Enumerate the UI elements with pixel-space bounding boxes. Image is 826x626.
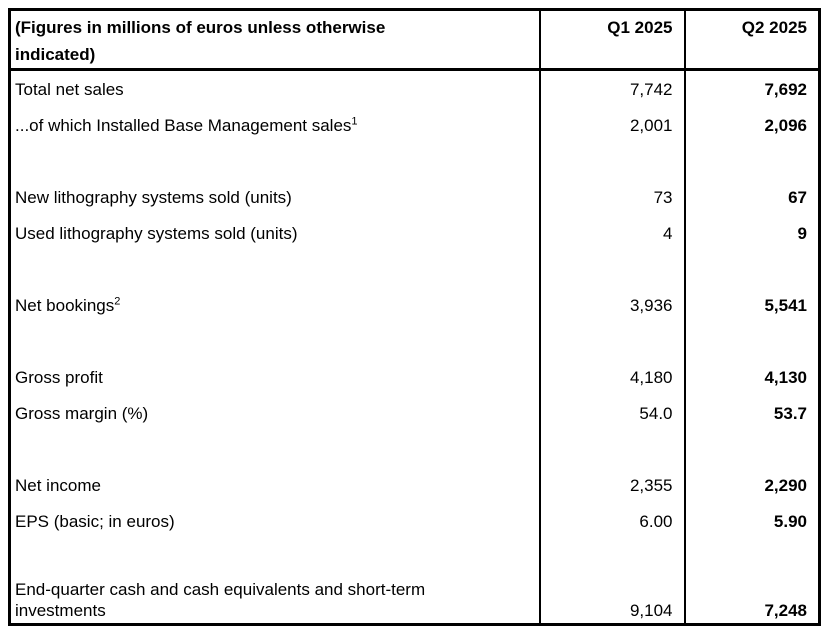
table-row-gross-margin: Gross margin (%) 54.0 53.7 [10, 395, 820, 431]
table-row-net-bookings: Net bookings2 3,936 5,541 [10, 287, 820, 323]
spacer-row [10, 323, 820, 359]
table-row-installed-base-management-sales: ...of which Installed Base Management sa… [10, 107, 820, 143]
spacer-row [10, 539, 820, 575]
q1-value: 4,180 [538, 359, 685, 395]
q1-value: 4 [538, 215, 685, 251]
row-label [10, 431, 540, 467]
q2-value [683, 251, 820, 287]
q1-value: 3,936 [538, 287, 685, 323]
q1-value: 6.00 [538, 503, 685, 539]
q2-value: 5,541 [683, 287, 820, 323]
q2-value [683, 323, 820, 359]
q2-value: 5.90 [683, 503, 820, 539]
table-row-eps: EPS (basic; in euros) 6.00 5.90 [10, 503, 820, 539]
row-label: ...of which Installed Base Management sa… [10, 107, 540, 143]
header-figures-note: (Figures in millions of euros unless oth… [9, 9, 540, 71]
spacer-row [10, 251, 820, 287]
q2-value: 2,290 [683, 467, 820, 503]
q2-value: 67 [683, 179, 820, 215]
row-label: New lithography systems sold (units) [15, 187, 292, 207]
spacer-row [10, 143, 820, 179]
table-body: Total net sales 7,742 7,692 ...of which … [10, 69, 820, 625]
q1-value: 73 [538, 179, 685, 215]
row-label: Used lithography systems sold (units) [15, 223, 298, 243]
q2-value: 2,096 [683, 107, 820, 143]
row-label-line2: investments [15, 601, 106, 620]
row-label: Total net sales [15, 79, 124, 99]
q1-value: 2,001 [538, 107, 685, 143]
row-label [10, 251, 540, 287]
q2-value: 4,130 [683, 359, 820, 395]
q2-value [683, 143, 820, 179]
row-label-text: Net bookings [15, 295, 115, 315]
table-row-gross-profit: Gross profit 4,180 4,130 [10, 359, 820, 395]
column-header-q2-2025: Q2 2025 [683, 9, 820, 71]
q1-value: 2,355 [538, 467, 685, 503]
q1-value [538, 431, 685, 467]
table-header: (Figures in millions of euros unless oth… [9, 9, 820, 71]
row-label: Gross profit [15, 367, 103, 387]
row-label: End-quarter cash and cash equivalents an… [10, 575, 540, 625]
row-label-text: ...of which Installed Base Management sa… [15, 115, 352, 135]
q2-value: 53.7 [683, 395, 820, 431]
header-figures-note-line1: (Figures in millions of euros unless oth… [15, 18, 386, 37]
q1-value: 7,742 [538, 69, 685, 107]
q1-value [538, 143, 685, 179]
column-header-q1-2025: Q1 2025 [538, 9, 685, 71]
financial-results-table: (Figures in millions of euros unless oth… [8, 8, 821, 626]
header-figures-note-line2: indicated) [15, 45, 96, 64]
q1-value: 54.0 [538, 395, 685, 431]
table-row-total-net-sales: Total net sales 7,742 7,692 [10, 69, 820, 107]
footnote-marker: 1 [351, 114, 358, 127]
row-label: Net bookings2 [10, 287, 540, 323]
q1-value [538, 539, 685, 575]
q2-value [683, 431, 820, 467]
q2-value: 7,248 [683, 575, 820, 625]
q2-value: 9 [683, 215, 820, 251]
table-row-new-lithography-systems: New lithography systems sold (units) 73 … [10, 179, 820, 215]
row-label [10, 143, 540, 179]
q2-value: 7,692 [683, 69, 820, 107]
row-label: Gross margin (%) [15, 403, 149, 423]
row-label: Net income [15, 475, 101, 495]
q1-value: 9,104 [538, 575, 685, 625]
q1-value [538, 323, 685, 359]
row-label-line1: End-quarter cash and cash equivalents an… [15, 580, 426, 599]
table-row-end-quarter-cash: End-quarter cash and cash equivalents an… [10, 575, 820, 625]
row-label: EPS (basic; in euros) [15, 511, 175, 531]
q1-value [538, 251, 685, 287]
row-label [10, 539, 540, 575]
spacer-row [10, 431, 820, 467]
header-row: (Figures in millions of euros unless oth… [9, 9, 820, 71]
table-row-used-lithography-systems: Used lithography systems sold (units) 4 … [10, 215, 820, 251]
table-row-net-income: Net income 2,355 2,290 [10, 467, 820, 503]
row-label [10, 323, 540, 359]
footnote-marker: 2 [114, 294, 121, 307]
q2-value [683, 539, 820, 575]
